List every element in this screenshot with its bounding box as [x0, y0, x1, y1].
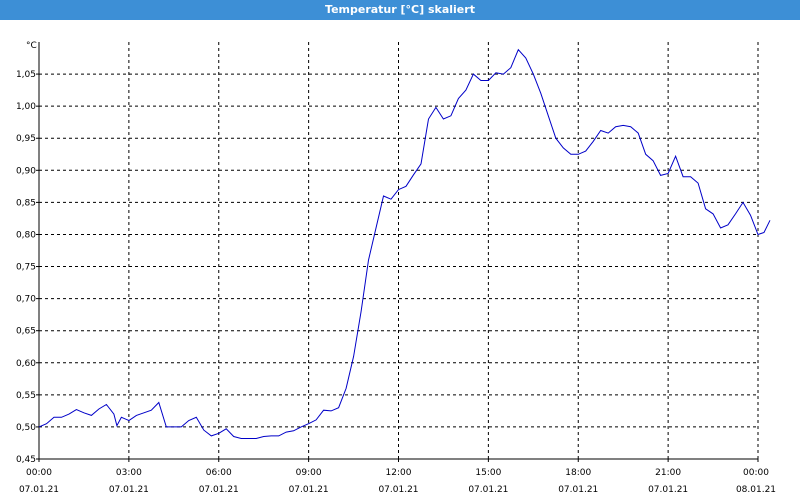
x-tick-label-time: 00:00 — [26, 468, 52, 478]
y-tick-label: 0,65 — [16, 327, 36, 337]
x-tick-label-date: 07.01.21 — [468, 485, 508, 495]
x-tick-label-time: 18:00 — [565, 468, 591, 478]
y-axis-label: °C — [26, 41, 37, 51]
x-tick-label-time: 09:00 — [296, 468, 322, 478]
chart-title-bar: Temperatur [°C] skaliert — [0, 0, 800, 20]
y-tick-label: 0,90 — [16, 166, 36, 176]
y-tick-label: 0,95 — [16, 134, 36, 144]
y-tick-label: 0,70 — [16, 295, 36, 305]
x-tick-label-time: 15:00 — [475, 468, 501, 478]
y-tick-labels: 0,45 0,50 0,55 0,60 0,65 0,70 0,75 0,80 0,85 0,90… — [16, 70, 36, 465]
x-tick-label-date: 07.01.21 — [19, 485, 59, 495]
x-tick-label-date: 08.01.21 — [736, 485, 776, 495]
x-tick-label-date: 07.01.21 — [378, 485, 418, 495]
x-tick-label-time: 03:00 — [116, 468, 142, 478]
x-tick-label-time: 06:00 — [206, 468, 232, 478]
series-line-temperature — [38, 48, 771, 439]
y-tick-label: 0,45 — [16, 455, 36, 465]
x-tick-labels: 00:00 07.01.21 03:00 07.01.21 06:00 07.01.21 0… — [19, 468, 776, 495]
chart-title: Temperatur [°C] skaliert — [325, 3, 475, 16]
axes — [36, 42, 759, 462]
x-tick-label-date: 07.01.21 — [199, 485, 239, 495]
grid-lines — [38, 42, 759, 460]
x-tick-label-date: 07.01.21 — [558, 485, 598, 495]
series-group — [38, 48, 771, 439]
y-tick-label: 0,80 — [16, 230, 36, 240]
y-tick-label: 0,85 — [16, 198, 36, 208]
y-tick-label: 0,55 — [16, 391, 36, 401]
x-tick-label-date: 07.01.21 — [109, 485, 149, 495]
x-tick-label-date: 07.01.21 — [648, 485, 688, 495]
y-tick-label: 0,50 — [16, 423, 36, 433]
y-tick-label: 0,75 — [16, 263, 36, 273]
y-tick-label: 1,05 — [16, 70, 36, 80]
x-tick-label-time: 12:00 — [386, 468, 412, 478]
y-tick-label: 1,00 — [16, 102, 36, 112]
x-tick-label-time: 21:00 — [655, 468, 681, 478]
chart-area: 0,45 0,50 0,55 0,60 0,65 0,70 0,75 0,80 0,85 0,90… — [0, 20, 800, 500]
y-tick-label: 0,60 — [16, 359, 36, 369]
x-tick-label-date: 07.01.21 — [289, 485, 329, 495]
x-tick-label-time: 00:00 — [743, 468, 769, 478]
temperature-chart: 0,45 0,50 0,55 0,60 0,65 0,70 0,75 0,80 0,85 0,90… — [16, 41, 776, 495]
